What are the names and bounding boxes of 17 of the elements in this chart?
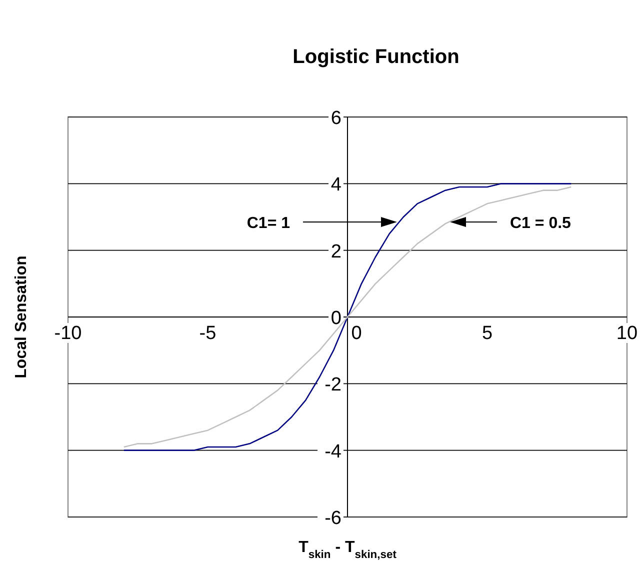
x-tick-label: -10 bbox=[54, 323, 82, 344]
x-tick-label: 10 bbox=[616, 323, 638, 344]
y-tick-label: 0 bbox=[330, 308, 342, 329]
x-axis-title: T$_{skin}$ - T$_{skin,set}$ bbox=[298, 539, 397, 561]
annotation: C1= 1 bbox=[246, 215, 290, 232]
x-tick-label: -5 bbox=[199, 323, 216, 344]
annotation: C1 = 0.5 bbox=[510, 215, 572, 232]
y-tick-label: -6 bbox=[324, 508, 342, 529]
y-tick-label: -4 bbox=[324, 441, 342, 462]
y-tick-label: 4 bbox=[330, 174, 342, 196]
y-tick-label: -2 bbox=[324, 374, 342, 396]
y-axis-title: Local Sensation bbox=[13, 256, 30, 378]
y-tick-label: 6 bbox=[330, 108, 342, 129]
x-tick-label: 5 bbox=[482, 323, 493, 344]
x-tick-label: 0 bbox=[351, 323, 362, 344]
chart-title: Logistic Function bbox=[292, 46, 460, 68]
y-tick-label: 2 bbox=[330, 241, 342, 262]
